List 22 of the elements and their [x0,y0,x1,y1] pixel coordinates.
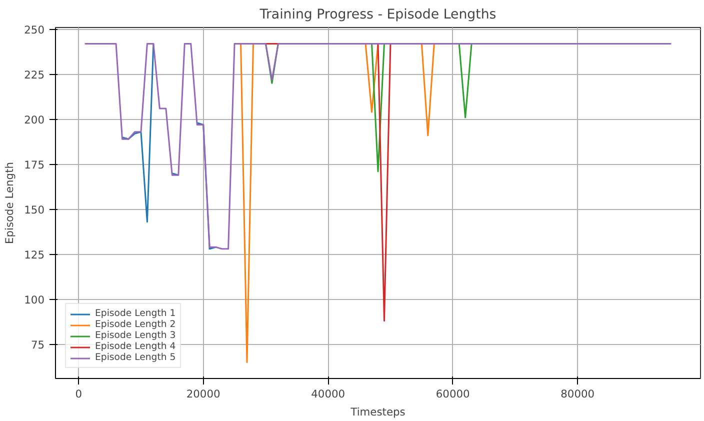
y-tick-label: 250 [24,23,45,36]
x-tick-label: 20000 [186,388,221,400]
y-axis-title: Episode Length [3,162,16,244]
x-tick-label: 0 [75,388,82,400]
y-tick-label: 150 [24,203,45,216]
y-tick-label: 225 [24,68,45,82]
x-tick-label: 60000 [436,388,470,400]
x-tick-label: 80000 [560,388,595,400]
y-tick-label: 100 [24,293,45,306]
y-tick-label: 75 [30,338,45,352]
legend-label: Episode Length 1 [95,308,176,319]
x-tick-label: 40000 [311,388,346,400]
y-tick-label: 175 [24,158,45,172]
line-series [84,42,672,250]
chart-title: Training Progress - Episode Lengths [258,8,496,22]
y-tick-label: 125 [24,248,45,262]
legend-label: Episode Length 3 [95,330,176,341]
legend-label: Episode Length 5 [95,352,176,363]
x-axis-title: Timesteps [350,406,406,418]
legend-label: Episode Length 4 [95,341,176,352]
y-tick-label: 200 [24,113,45,126]
legend-label: Episode Length 2 [95,319,176,330]
